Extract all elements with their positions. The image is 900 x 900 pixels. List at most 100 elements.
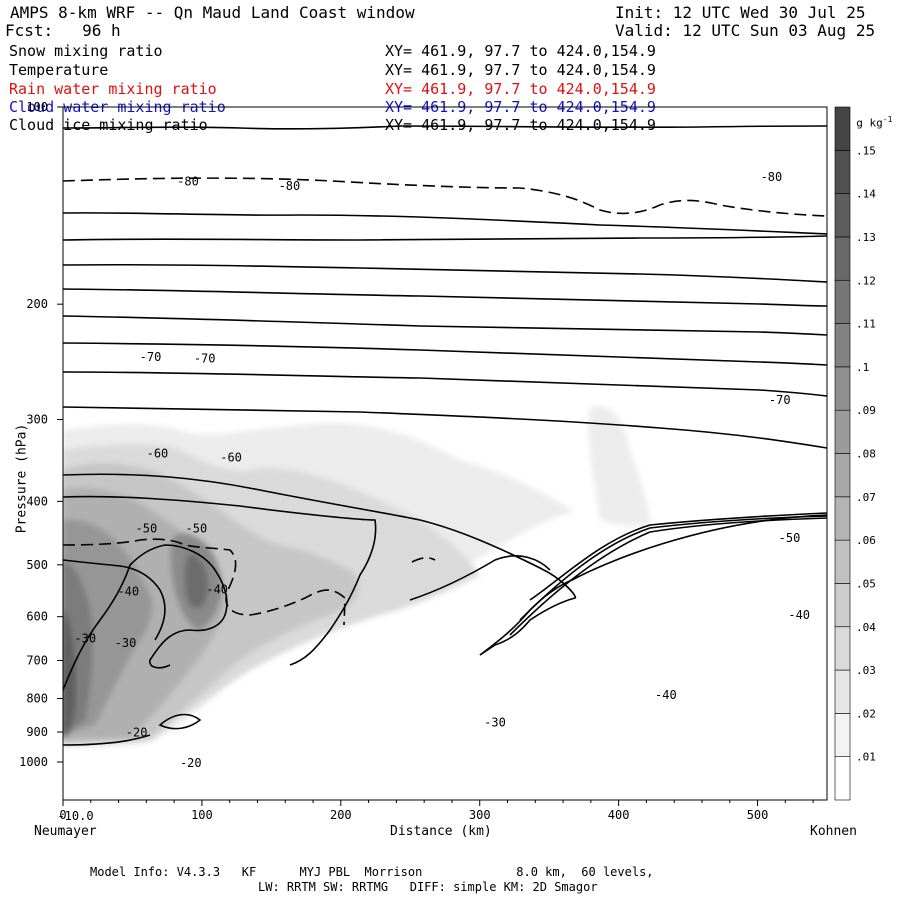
colorbar-box	[834, 106, 851, 151]
colorbar-box	[834, 366, 851, 411]
contour--60a	[63, 263, 827, 283]
contour-small-1	[158, 713, 202, 730]
var-temp-name: Temperature	[9, 61, 109, 79]
contour--40-surface2	[519, 515, 827, 621]
temperature-label: -40	[117, 584, 139, 598]
forecast-hour: Fcst: 96 h	[5, 21, 121, 40]
var-cloudice-xy: XY= 461.9, 97.7 to 424.0,154.9	[385, 116, 656, 134]
temperature-label: -40	[788, 608, 810, 622]
temperature-label: -20	[180, 756, 202, 770]
contour--40b	[63, 473, 577, 656]
colorbar-box	[834, 323, 851, 368]
x-tick-label: 100	[191, 808, 213, 822]
var-rain-xy: XY= 461.9, 97.7 to 424.0,154.9	[385, 80, 656, 98]
colorbar-box	[834, 539, 851, 584]
temperature-label: -60	[147, 446, 169, 460]
y-tick-label: 500	[26, 558, 48, 572]
colorbar-tick-label: .08	[856, 448, 876, 461]
colorbar-box	[834, 279, 851, 324]
plot-frame	[62, 106, 828, 801]
temperature-label: -50	[186, 521, 208, 535]
dashed-lower	[63, 538, 346, 626]
colorbar-tick-label: .12	[856, 274, 876, 287]
x-tick-label: 0	[59, 808, 66, 822]
temperature-label: -50	[136, 521, 158, 535]
colorbar-tick-label: .14	[856, 188, 876, 201]
colorbar-tick-label: .01	[856, 751, 876, 764]
var-snow-xy: XY= 461.9, 97.7 to 424.0,154.9	[385, 42, 656, 60]
x-tick-label: 500	[747, 808, 769, 822]
x-axis: 0 100 200 300 400 500	[59, 800, 814, 822]
contour--20	[63, 544, 228, 691]
contour--10	[63, 734, 151, 746]
colorbar-unit-exp: -1	[882, 115, 893, 124]
contour--50a	[63, 342, 827, 366]
y-tick-label: 900	[26, 725, 48, 739]
var-snow-name: Snow mixing ratio	[9, 42, 163, 60]
colorbar-box	[834, 626, 851, 671]
temperature-label: -40	[206, 582, 228, 596]
colorbar-box	[834, 453, 851, 498]
chart-title: AMPS 8-km WRF -- Qn Maud Land Coast wind…	[10, 3, 415, 22]
colorbar-box	[834, 669, 851, 714]
model-info-line1: Model Info: V4.3.3 KF MYJ PBL Morrison 8…	[90, 865, 654, 879]
contour--50b	[63, 371, 827, 397]
dashed-small	[411, 557, 436, 563]
temperature-label: -80	[279, 179, 301, 193]
colorbar-box	[834, 756, 851, 801]
y-tick-label: 400	[26, 494, 48, 508]
x-tick-label: 300	[469, 808, 491, 822]
colorbar-tick-label: .07	[856, 491, 876, 504]
valid-time: Valid: 12 UTC Sun 03 Aug 25	[615, 21, 876, 40]
contour--60b	[63, 288, 827, 307]
temperature-label: -70	[769, 393, 791, 407]
right-station-label: Kohnen	[810, 824, 857, 839]
init-time: Init: 12 UTC Wed 30 Jul 25	[615, 3, 866, 22]
temperature-label: -50	[779, 531, 801, 545]
temperature-label: -80	[177, 175, 199, 189]
y-tick-label: 100	[26, 100, 48, 114]
colorbar-tick-label: .11	[856, 318, 876, 331]
contour--40-surface3	[509, 517, 827, 636]
colorbar-box	[834, 713, 851, 757]
contour--70a	[63, 212, 827, 235]
contour--20b	[63, 559, 166, 641]
contour--40-valley	[479, 514, 827, 656]
colorbar-box	[834, 150, 851, 194]
y-axis-title: Pressure (hPa)	[14, 423, 30, 534]
colorbar-unit-text: g kg	[856, 116, 883, 130]
x-axis-title: Distance (km)	[390, 824, 492, 839]
colorbar-tick-label: .13	[856, 231, 876, 244]
contour--40a	[63, 406, 827, 449]
colorbar-tick-label: .05	[856, 577, 876, 590]
colorbar-box	[834, 583, 851, 628]
temperature-label: -30	[484, 715, 506, 729]
y-tick-label: 800	[26, 692, 48, 706]
colorbar-tick-label: .09	[856, 404, 876, 417]
colorbar-tick-label: .04	[856, 621, 876, 634]
contour--55	[63, 315, 827, 336]
var-temp-xy: XY= 461.9, 97.7 to 424.0,154.9	[385, 61, 656, 79]
colorbar-tick-label: .02	[856, 707, 876, 720]
colorbar-box	[834, 409, 851, 454]
colorbar-tick-label: .03	[856, 664, 876, 677]
colorbar-unit: g kg-1	[843, 105, 892, 129]
colorbar: .01 .02 .03 .04 .05 .06 .07 .08 .09 .1 .11 .12 .13 .1…	[834, 106, 876, 801]
contour--30	[63, 495, 377, 666]
y-tick-label: 600	[26, 610, 48, 624]
temperature-label: -70	[140, 350, 162, 364]
colorbar-box	[834, 496, 851, 541]
dashed-upper	[63, 177, 827, 217]
temperature-label: -10.0	[57, 809, 93, 823]
temperature-label: -60	[220, 451, 242, 465]
colorbar-box	[834, 236, 851, 281]
shade-level-1b	[588, 406, 650, 527]
colorbar-tick-label: .1	[856, 361, 869, 374]
y-axis: 100 200 300 400 500 600 700 800 900 1000	[19, 100, 63, 769]
temperature-label: -20	[126, 726, 148, 740]
contour--30-inner	[409, 555, 551, 601]
y-tick-label: 300	[26, 413, 48, 427]
shade-core-mid	[184, 554, 208, 608]
temperature-label: -40	[655, 688, 677, 702]
